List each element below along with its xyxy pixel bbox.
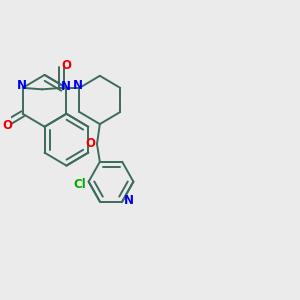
Text: O: O: [2, 118, 12, 132]
Text: O: O: [86, 137, 96, 150]
Text: N: N: [124, 194, 134, 208]
Text: O: O: [62, 59, 72, 72]
Text: N: N: [17, 79, 27, 92]
Text: N: N: [61, 80, 70, 93]
Text: Cl: Cl: [73, 178, 86, 190]
Text: N: N: [73, 79, 83, 92]
